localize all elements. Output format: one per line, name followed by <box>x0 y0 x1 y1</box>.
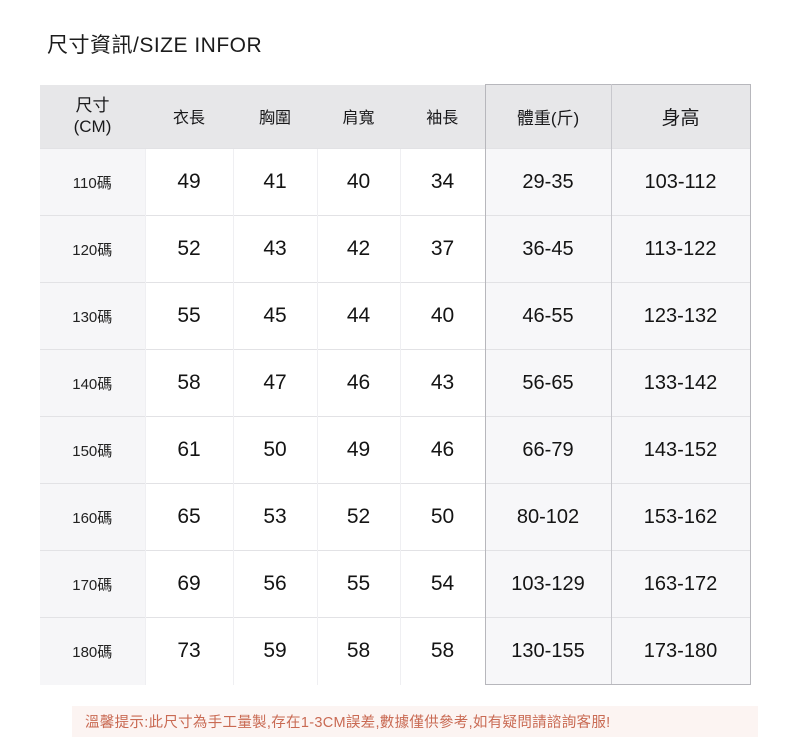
size-cell: 143-152 <box>611 416 751 484</box>
size-cell: 163-172 <box>611 550 751 618</box>
size-cell: 46 <box>399 416 485 484</box>
size-cell: 123-132 <box>611 282 751 350</box>
size-cell: 53 <box>232 483 317 551</box>
table-row: 120碼 52 43 42 37 36-45 113-122 <box>40 215 751 283</box>
size-cell: 58 <box>144 349 233 417</box>
header-size-line2: (CM) <box>73 117 112 137</box>
size-cell: 56 <box>232 550 317 618</box>
table-row: 140碼 58 47 46 43 56-65 133-142 <box>40 349 751 417</box>
size-cell: 59 <box>232 617 317 685</box>
size-cell: 41 <box>232 148 317 216</box>
size-cell: 40 <box>316 148 400 216</box>
size-cell: 42 <box>316 215 400 283</box>
table-row: 130碼 55 45 44 40 46-55 123-132 <box>40 282 751 350</box>
header-row: 尺寸 (CM) 衣長 胸圍 肩寬 袖長 體重(斤) 身高 <box>40 84 751 149</box>
size-cell: 52 <box>144 215 233 283</box>
row-size-label: 120碼 <box>40 215 145 283</box>
size-cell: 50 <box>232 416 317 484</box>
notice-bar: 溫馨提示:此尺寸為手工量製,存在1-3CM誤差,數據僅供參考,如有疑問請諮詢客服… <box>72 706 758 737</box>
row-size-label: 130碼 <box>40 282 145 350</box>
size-cell: 47 <box>232 349 317 417</box>
size-cell: 58 <box>316 617 400 685</box>
size-cell: 37 <box>399 215 485 283</box>
notice-text: 溫馨提示:此尺寸為手工量製,存在1-3CM誤差,數據僅供參考,如有疑問請諮詢客服… <box>85 715 611 731</box>
size-cell: 43 <box>399 349 485 417</box>
row-size-label: 180碼 <box>40 617 145 685</box>
table-row: 180碼 73 59 58 58 130-155 173-180 <box>40 617 751 685</box>
header-cell-shoulder: 肩寬 <box>317 84 400 149</box>
size-cell: 130-155 <box>484 617 612 685</box>
size-cell: 69 <box>144 550 233 618</box>
row-size-label: 170碼 <box>40 550 145 618</box>
size-cell: 61 <box>144 416 233 484</box>
size-cell: 46 <box>316 349 400 417</box>
size-cell: 44 <box>316 282 400 350</box>
size-cell: 133-142 <box>611 349 751 417</box>
table-row: 110碼 49 41 40 34 29-35 103-112 <box>40 148 751 216</box>
size-cell: 55 <box>316 550 400 618</box>
header-cell-chest: 胸圍 <box>233 84 317 149</box>
size-cell: 55 <box>144 282 233 350</box>
row-size-label: 110碼 <box>40 148 145 216</box>
size-cell: 45 <box>232 282 317 350</box>
header-cell-sleeve: 袖長 <box>400 84 485 149</box>
header-cell-size-cm: 尺寸 (CM) <box>40 84 145 149</box>
size-cell: 29-35 <box>484 148 612 216</box>
size-cell: 54 <box>399 550 485 618</box>
row-size-label: 160碼 <box>40 483 145 551</box>
size-cell: 36-45 <box>484 215 612 283</box>
size-cell: 58 <box>399 617 485 685</box>
header-cell-weight: 體重(斤) <box>484 84 612 149</box>
size-cell: 173-180 <box>611 617 751 685</box>
size-cell: 66-79 <box>484 416 612 484</box>
header-cell-garment-length: 衣長 <box>145 84 233 149</box>
size-chart-table: 尺寸 (CM) 衣長 胸圍 肩寬 袖長 體重(斤) 身高 110碼 49 41 40 3… <box>40 84 751 685</box>
table-row: 160碼 65 53 52 50 80-102 153-162 <box>40 483 751 551</box>
size-table-header: 尺寸 (CM) 衣長 胸圍 肩寬 袖長 體重(斤) 身高 <box>40 84 751 149</box>
size-cell: 46-55 <box>484 282 612 350</box>
page-title: 尺寸資訊/SIZE INFOR <box>47 34 263 57</box>
size-cell: 65 <box>144 483 233 551</box>
size-cell: 56-65 <box>484 349 612 417</box>
size-cell: 103-129 <box>484 550 612 618</box>
size-cell: 34 <box>399 148 485 216</box>
table-row: 150碼 61 50 49 46 66-79 143-152 <box>40 416 751 484</box>
row-size-label: 150碼 <box>40 416 145 484</box>
size-cell: 40 <box>399 282 485 350</box>
size-cell: 153-162 <box>611 483 751 551</box>
header-cell-height: 身高 <box>611 84 751 149</box>
table-row: 170碼 69 56 55 54 103-129 163-172 <box>40 550 751 618</box>
size-cell: 52 <box>316 483 400 551</box>
size-cell: 43 <box>232 215 317 283</box>
size-table-body: 110碼 49 41 40 34 29-35 103-112 120碼 52 43 42 37 36-4… <box>40 148 751 685</box>
size-cell: 103-112 <box>611 148 751 216</box>
size-cell: 49 <box>316 416 400 484</box>
size-cell: 50 <box>399 483 485 551</box>
size-cell: 113-122 <box>611 215 751 283</box>
size-cell: 49 <box>144 148 233 216</box>
size-cell: 80-102 <box>484 483 612 551</box>
size-cell: 73 <box>144 617 233 685</box>
row-size-label: 140碼 <box>40 349 145 417</box>
header-size-line1: 尺寸 <box>75 96 110 115</box>
